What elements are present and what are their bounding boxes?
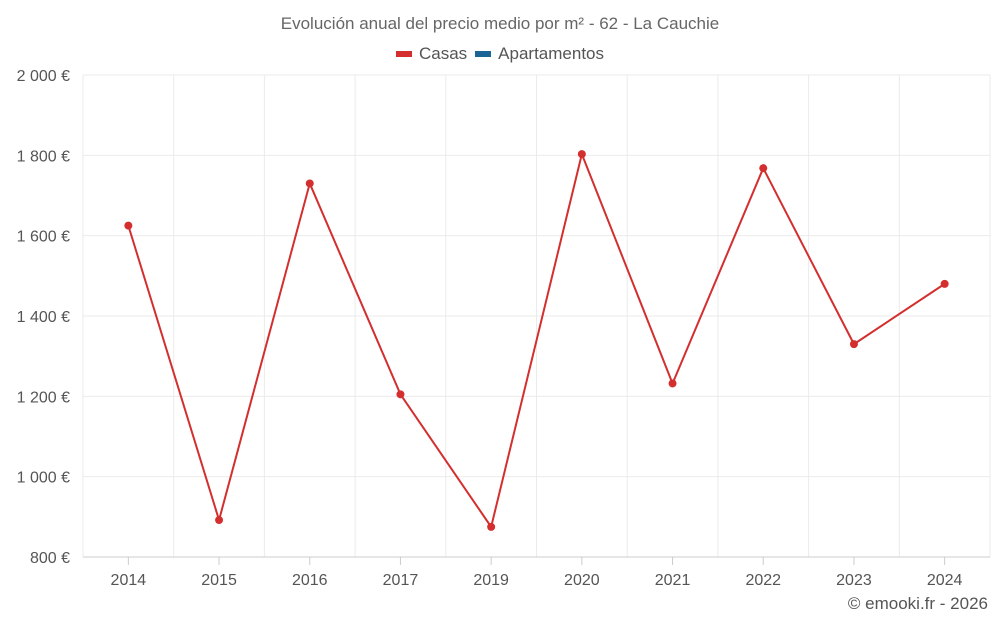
chart-title: Evolución anual del precio medio por m² …	[280, 14, 720, 33]
legend-item-casas[interactable]: Casas	[395, 44, 468, 64]
legend-label-apartamentos: Apartamentos	[498, 44, 605, 63]
grid-layer	[82, 74, 991, 558]
y-tick-label: 1 200 €	[17, 389, 70, 406]
data-point[interactable]	[940, 279, 949, 288]
y-tick-label: 1 000 €	[17, 470, 70, 487]
legend-swatch-apartamentos	[475, 51, 492, 57]
series-line-casas	[127, 153, 946, 528]
y-tick-label: 1 600 €	[17, 229, 70, 246]
y-tick-label: 1 400 €	[17, 309, 70, 326]
legend-label-casas: Casas	[418, 44, 468, 63]
series-layer	[124, 150, 949, 531]
data-point[interactable]	[124, 221, 133, 230]
data-point[interactable]	[396, 390, 405, 399]
x-tick-label: 2015	[201, 572, 237, 589]
legend-item-apartamentos[interactable]: Apartamentos	[475, 44, 604, 64]
data-point[interactable]	[759, 164, 768, 173]
x-tick-label: 2021	[655, 572, 691, 589]
data-point[interactable]	[487, 522, 496, 531]
x-tick-label: 2020	[564, 572, 600, 589]
x-tick-label: 2016	[292, 572, 328, 589]
legend-swatch-casas	[395, 51, 412, 57]
x-tick-label: 2017	[383, 572, 419, 589]
x-tick-label: 2024	[927, 572, 963, 589]
x-tick-label: 2023	[836, 572, 872, 589]
y-tick-label: 2 000 €	[17, 68, 70, 85]
data-point[interactable]	[305, 179, 314, 188]
data-point[interactable]	[849, 340, 858, 349]
credit-text: © emooki.fr - 2026	[847, 594, 988, 613]
x-tick-label: 2022	[745, 572, 781, 589]
y-tick-label: 1 800 €	[17, 148, 70, 165]
x-tick-label: 2014	[111, 572, 147, 589]
x-tick-label: 2019	[473, 572, 509, 589]
data-point[interactable]	[577, 150, 586, 159]
data-point[interactable]	[215, 516, 224, 525]
chart-legend: Casas Apartamentos	[0, 44, 1000, 64]
y-tick-label: 800 €	[30, 550, 70, 567]
data-point[interactable]	[668, 379, 677, 388]
axis-layer: 800 € 1 000 € 1 200 € 1 400 € 1 600 € 1 800 €…	[17, 68, 990, 589]
